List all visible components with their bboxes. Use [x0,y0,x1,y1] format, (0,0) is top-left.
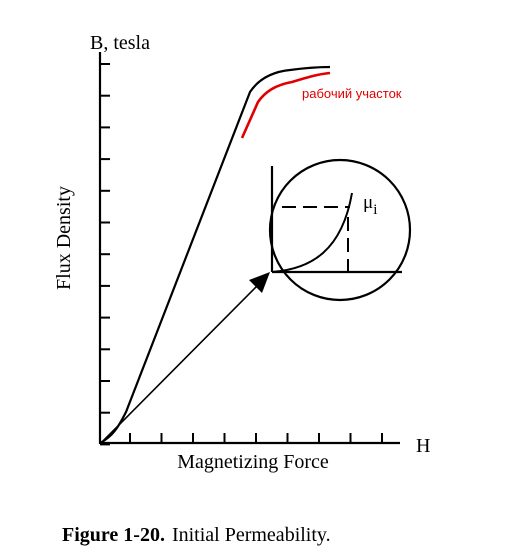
x-axis-end-label: H [416,435,430,457]
initial-permeability-symbol: μi [363,192,377,218]
figure-caption-text: Initial Permeability. [172,524,331,546]
y-axis-ticks [100,63,110,446]
magnify-arrow-line [100,282,261,444]
x-axis-ticks [129,433,383,443]
inset-circle [268,158,412,302]
figure-caption: Figure 1-20. Initial Permeability. [62,524,331,546]
y-axis-label: Flux Density [53,186,75,290]
magnified-inset [268,158,412,302]
magnetization-curve [99,65,331,444]
y-axis-unit-label: B, tesla [90,32,150,54]
inset-curve [271,192,353,273]
figure-number: Figure 1-20. [62,524,165,546]
working-section-highlight [240,71,331,139]
working-section-annotation: рабочий участок [302,86,402,101]
x-axis-label: Magnetizing Force [177,451,329,473]
magnify-arrowhead [249,272,270,293]
